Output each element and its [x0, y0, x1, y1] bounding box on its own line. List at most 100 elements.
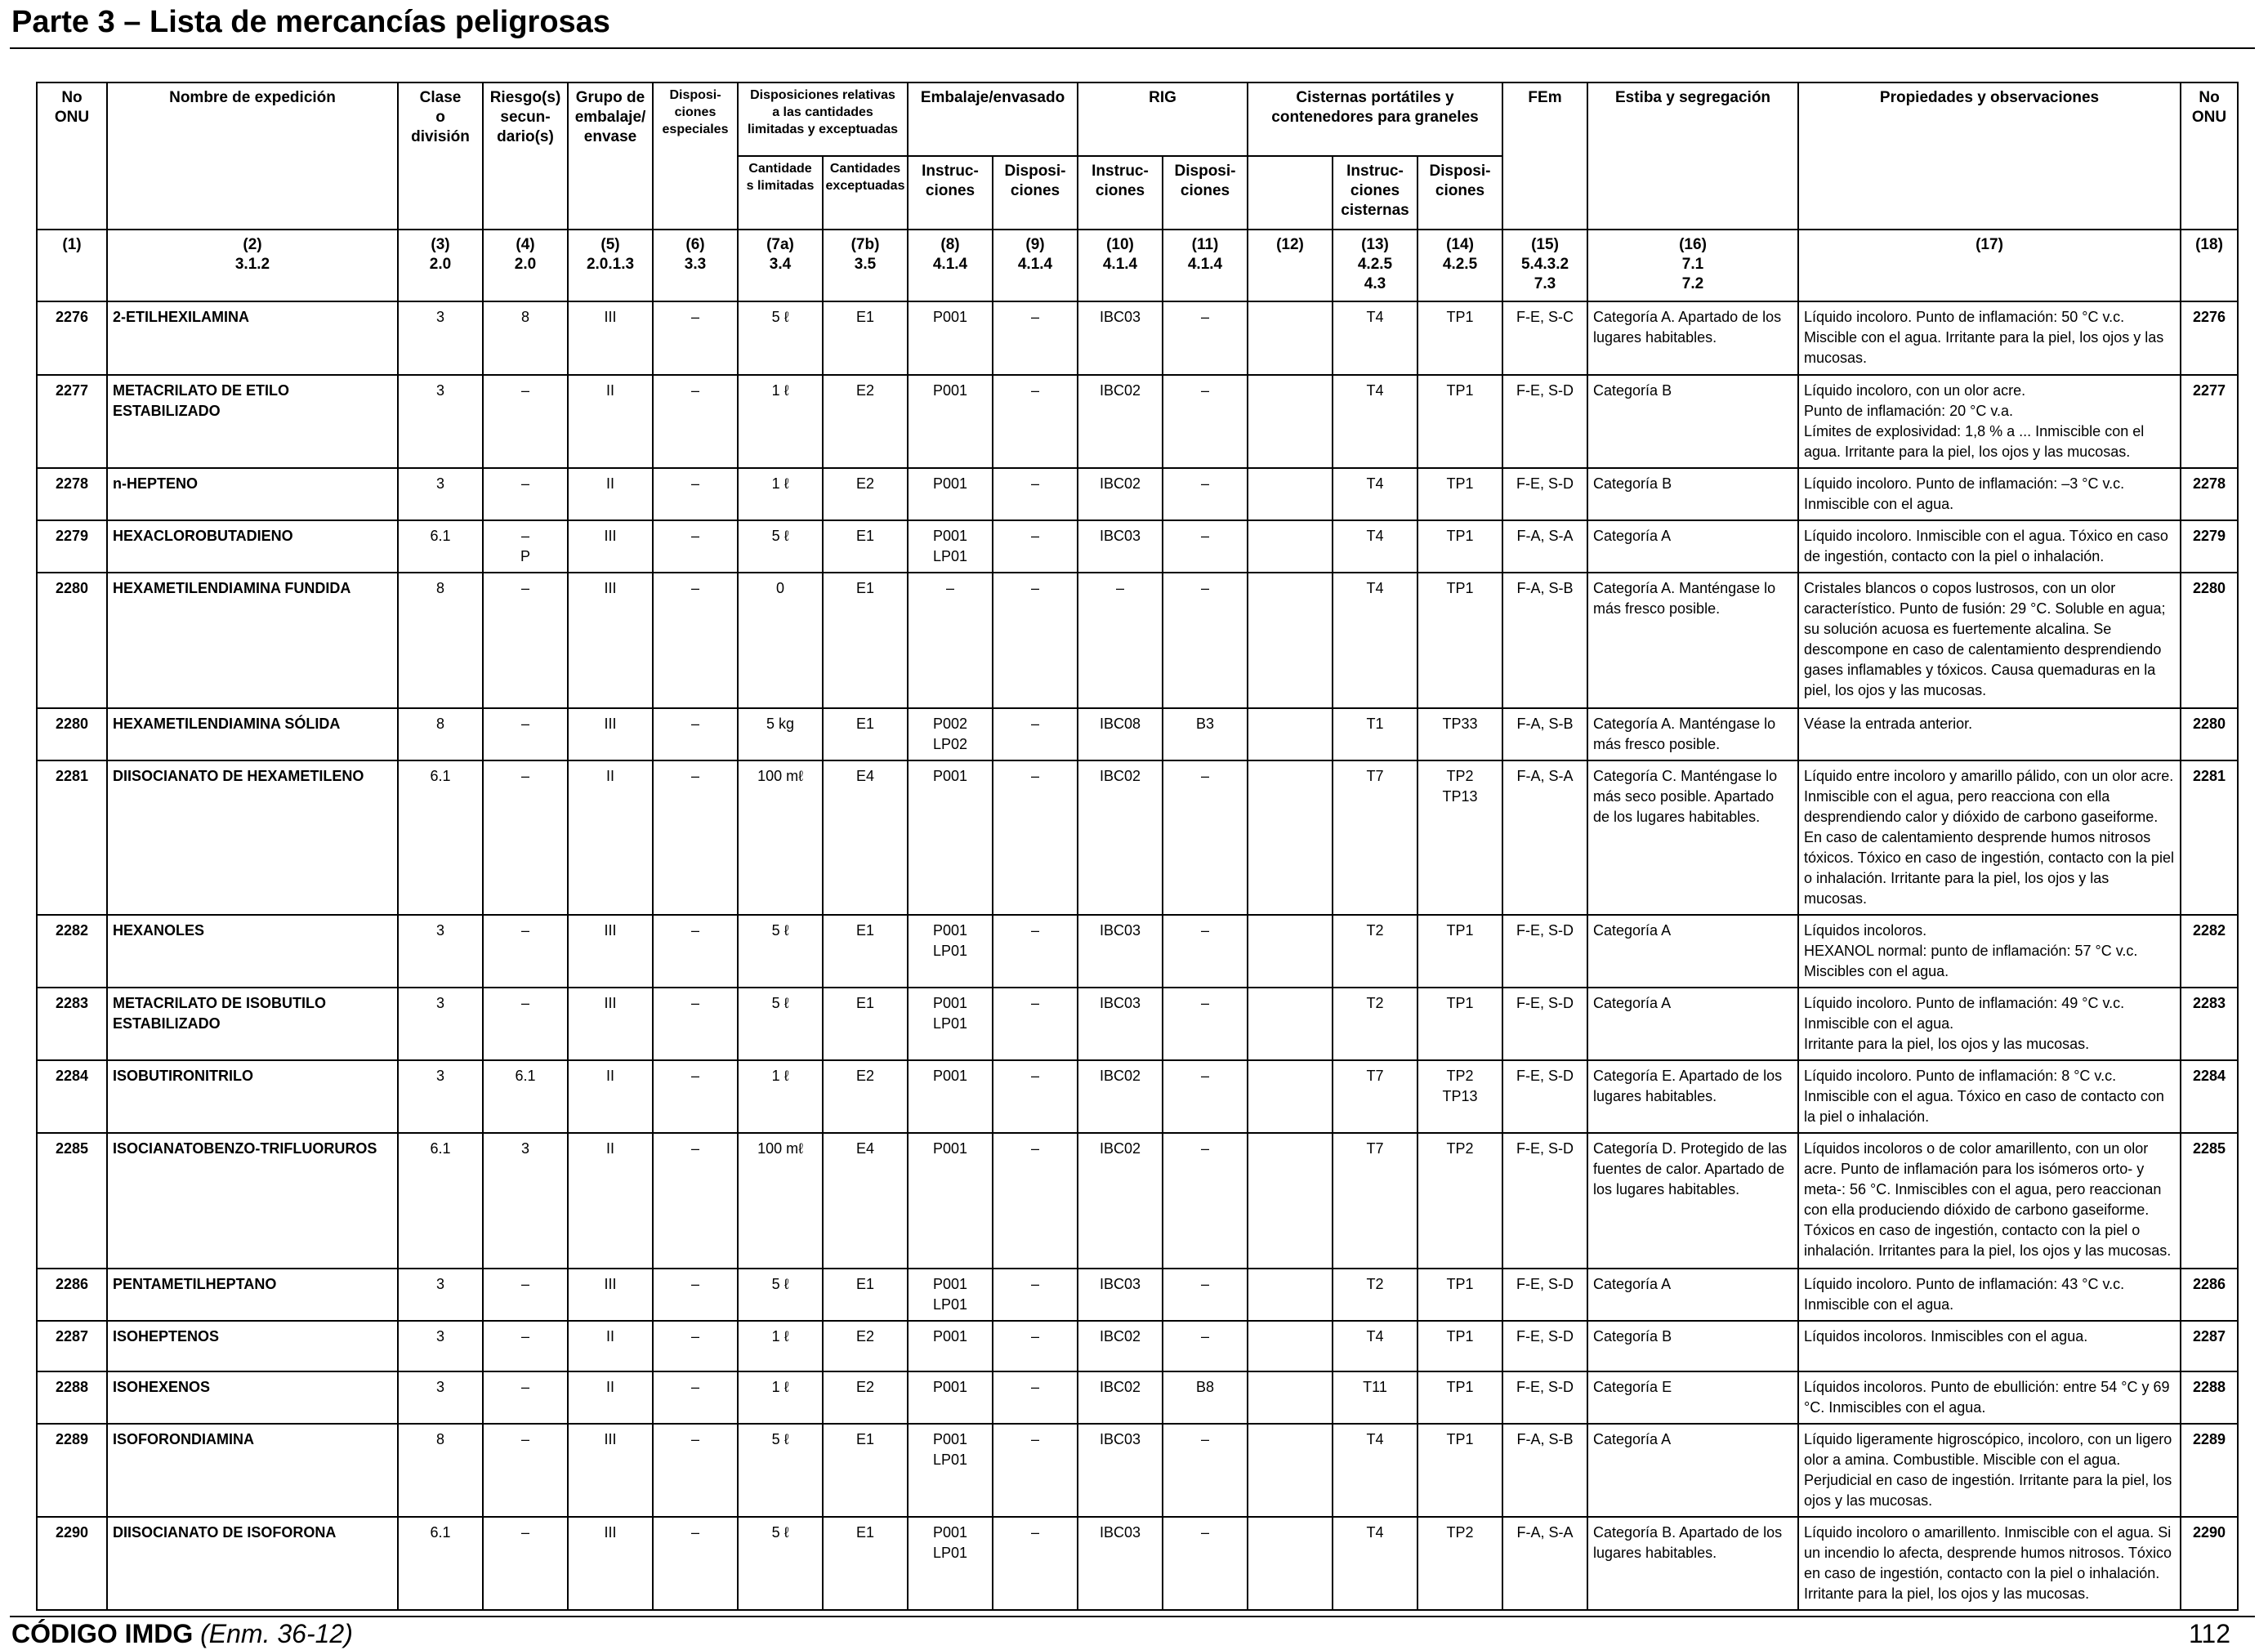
ibc-instruction-cell: IBC02: [1077, 1320, 1163, 1372]
packaging-instruction-cell: P001: [907, 301, 993, 376]
packing-group-cell: III: [567, 987, 654, 1061]
limited-quantity-cell: 5 kg: [737, 707, 824, 761]
name-cell: ISOFORONDIAMINA: [106, 1423, 399, 1518]
ibc-provision-cell: –: [1162, 1516, 1248, 1611]
tank-instruction-cell: T4: [1332, 467, 1418, 521]
limited-quantity-cell: 0: [737, 572, 824, 709]
blank-12-cell: [1247, 1423, 1333, 1518]
class-cell: 6.1: [397, 1132, 484, 1269]
page-number: 112: [2188, 1619, 2230, 1648]
special-provisions-cell: –: [652, 1423, 739, 1518]
blank-12-cell: [1247, 914, 1333, 988]
ems-cell: F-E, S-C: [1502, 301, 1589, 376]
stowage-cell: Categoría D. Protegido de las fuentes de…: [1587, 1132, 1800, 1269]
special-provisions-cell: –: [652, 1371, 739, 1425]
ibc-instruction-cell: IBC02: [1077, 760, 1163, 916]
table-row: 2287 ISOHEPTENOS 3– II –1 ℓ E2 P001– IBC02– T4 TP…: [36, 1320, 2239, 1372]
name-cell: HEXANOLES: [106, 914, 399, 988]
ibc-instruction-cell: IBC03: [1077, 1268, 1163, 1322]
subsidiary-risk-cell: –: [482, 467, 569, 521]
name-cell: ISOHEPTENOS: [106, 1320, 399, 1372]
blank-12-cell: [1247, 1516, 1333, 1611]
table-row: 2290 DIISOCIANATO DE ISOFORONA 6.1– III –5 ℓ…: [36, 1516, 2239, 1611]
subsidiary-risk-cell: –: [482, 1516, 569, 1611]
ref-cell: (18): [2180, 229, 2239, 302]
packing-group-cell: III: [567, 1423, 654, 1518]
onu-right-cell: 2280: [2180, 572, 2239, 709]
packaging-instruction-cell: P001: [907, 1371, 993, 1425]
blank-12-cell: [1247, 572, 1333, 709]
packing-group-cell: II: [567, 760, 654, 916]
packing-group-cell: II: [567, 467, 654, 521]
ems-cell: F-E, S-D: [1502, 1059, 1589, 1134]
tank-provision-cell: TP2 TP13: [1416, 760, 1504, 916]
onu-cell: 2287: [36, 1320, 108, 1372]
excepted-quantity-cell: E4: [822, 1132, 909, 1269]
tank-provision-cell: TP2 TP13: [1416, 1059, 1504, 1134]
tank-provision-cell: TP33: [1416, 707, 1504, 761]
stowage-cell: Categoría A: [1587, 914, 1800, 988]
stowage-cell: Categoría B: [1587, 374, 1800, 469]
properties-cell: Líquido ligeramente higroscópico, incolo…: [1797, 1423, 2182, 1518]
onu-right-cell: 2283: [2180, 987, 2239, 1061]
name-cell: HEXAMETILENDIAMINA FUNDIDA: [106, 572, 399, 709]
packaging-provision-cell: –: [992, 467, 1078, 521]
name-cell: ISOHEXENOS: [106, 1371, 399, 1425]
packaging-provision-cell: –: [992, 707, 1078, 761]
onu-right-cell: 2280: [2180, 707, 2239, 761]
tank-instruction-cell: T7: [1332, 1059, 1418, 1134]
properties-cell: Líquido incoloro. Punto de inflamación: …: [1797, 1059, 2182, 1134]
special-provisions-cell: –: [652, 301, 739, 376]
packaging-instruction-cell: P001: [907, 1059, 993, 1134]
column-reference-row: (1) (2) 3.1.2 (3) 2.0 (4) 2.0 (5) 2.0.1.…: [36, 229, 2239, 302]
ibc-instruction-cell: IBC03: [1077, 301, 1163, 376]
class-cell: 6.1: [397, 760, 484, 916]
special-provisions-cell: –: [652, 467, 739, 521]
packing-group-cell: II: [567, 374, 654, 469]
ems-cell: F-A, S-A: [1502, 760, 1589, 916]
special-provisions-cell: –: [652, 1132, 739, 1269]
special-provisions-cell: –: [652, 760, 739, 916]
name-cell: ISOBUTIRONITRILO: [106, 1059, 399, 1134]
ref-cell: (12): [1247, 229, 1333, 302]
ref-cell: (13) 4.2.5 4.3: [1332, 229, 1418, 302]
limited-quantity-cell: 5 ℓ: [737, 914, 824, 988]
onu-right-cell: 2278: [2180, 467, 2239, 521]
name-cell: PENTAMETILHEPTANO: [106, 1268, 399, 1322]
col-header-packing-group: Grupo de embalaje/ envase: [567, 82, 654, 230]
name-cell: ISOCIANATOBENZO-TRIFLUORUROS: [106, 1132, 399, 1269]
packaging-instruction-cell: P001 LP01: [907, 1516, 993, 1611]
name-cell: METACRILATO DE ETILO ESTABILIZADO: [106, 374, 399, 469]
ems-cell: F-E, S-D: [1502, 467, 1589, 521]
subsidiary-risk-cell: 6.1: [482, 1059, 569, 1134]
table-row: 2283 METACRILATO DE ISOBUTILO ESTABILIZAD…: [36, 987, 2239, 1061]
class-cell: 3: [397, 1059, 484, 1134]
packaging-provision-cell: –: [992, 987, 1078, 1061]
ibc-provision-cell: –: [1162, 1059, 1248, 1134]
onu-cell: 2280: [36, 572, 108, 709]
ref-cell: (10) 4.1.4: [1077, 229, 1163, 302]
onu-right-cell: 2285: [2180, 1132, 2239, 1269]
class-cell: 3: [397, 1371, 484, 1425]
properties-cell: Líquido entre incoloro y amarillo pálido…: [1797, 760, 2182, 916]
ibc-instruction-cell: IBC03: [1077, 914, 1163, 988]
name-cell: DIISOCIANATO DE HEXAMETILENO: [106, 760, 399, 916]
table-row: 2280 HEXAMETILENDIAMINA SÓLIDA 8– III –5 kg E…: [36, 707, 2239, 761]
blank-12-cell: [1247, 1371, 1333, 1425]
packing-group-cell: II: [567, 1132, 654, 1269]
packaging-provision-cell: –: [992, 301, 1078, 376]
tank-provision-cell: TP2: [1416, 1132, 1504, 1269]
packing-group-cell: III: [567, 707, 654, 761]
limited-quantity-cell: 1 ℓ: [737, 467, 824, 521]
ref-cell: (16) 7.1 7.2: [1587, 229, 1800, 302]
col-header-ibc-group: RIG: [1077, 82, 1248, 157]
stowage-cell: Categoría A: [1587, 1423, 1800, 1518]
packing-group-cell: III: [567, 1268, 654, 1322]
blank-12-cell: [1247, 467, 1333, 521]
ems-cell: F-E, S-D: [1502, 914, 1589, 988]
footer-amendment: (Enm. 36-12): [200, 1619, 353, 1648]
excepted-quantity-cell: E2: [822, 1059, 909, 1134]
ems-cell: F-E, S-D: [1502, 374, 1589, 469]
special-provisions-cell: –: [652, 707, 739, 761]
dangerous-goods-table: No ONU Nombre de expedición Clase o divi…: [36, 82, 2239, 1611]
